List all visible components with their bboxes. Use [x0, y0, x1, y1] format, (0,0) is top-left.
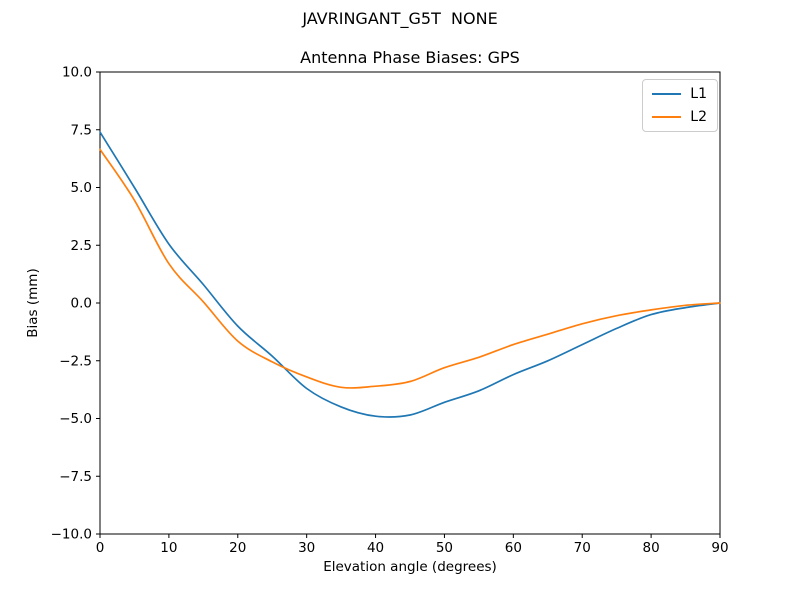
- x-tick-label: 80: [643, 540, 660, 556]
- legend-line-swatch: [652, 116, 682, 118]
- x-tick-label: 40: [367, 540, 384, 556]
- axes-box: [99, 71, 721, 535]
- figure-title: JAVRINGANT_G5T NONE: [302, 9, 498, 28]
- y-tick-label: −5.0: [59, 411, 92, 427]
- x-tick-label: 20: [229, 540, 246, 556]
- y-tick-label: −2.5: [59, 353, 92, 369]
- y-axis-label: Bias (mm): [25, 268, 41, 338]
- axes-title: Antenna Phase Biases: GPS: [300, 48, 520, 67]
- legend: L1 L2: [642, 79, 718, 132]
- y-tick-label: 5.0: [71, 180, 92, 196]
- legend-label: L1: [690, 86, 707, 102]
- y-tick-label: 10.0: [62, 65, 92, 81]
- y-tick-label: −7.5: [59, 469, 92, 485]
- y-tick-label: 2.5: [71, 238, 92, 254]
- y-tick-label: −10.0: [51, 527, 92, 543]
- x-tick-label: 30: [298, 540, 315, 556]
- series-line-l2: [99, 148, 721, 389]
- legend-line-swatch: [652, 93, 682, 95]
- legend-item-l1: L1: [652, 87, 707, 101]
- x-tick-label: 50: [436, 540, 453, 556]
- x-tick-label: 60: [505, 540, 522, 556]
- y-tick-label: 7.5: [71, 122, 92, 138]
- x-tick-label: 10: [160, 540, 177, 556]
- legend-item-l2: L2: [652, 110, 707, 124]
- x-tick-label: 0: [96, 540, 105, 556]
- x-tick-label: 90: [711, 540, 728, 556]
- x-axis-label: Elevation angle (degrees): [323, 559, 497, 575]
- y-tick-label: 0.0: [71, 296, 92, 312]
- series-line-l1: [99, 131, 721, 418]
- legend-label: L2: [690, 109, 707, 125]
- x-tick-label: 70: [574, 540, 591, 556]
